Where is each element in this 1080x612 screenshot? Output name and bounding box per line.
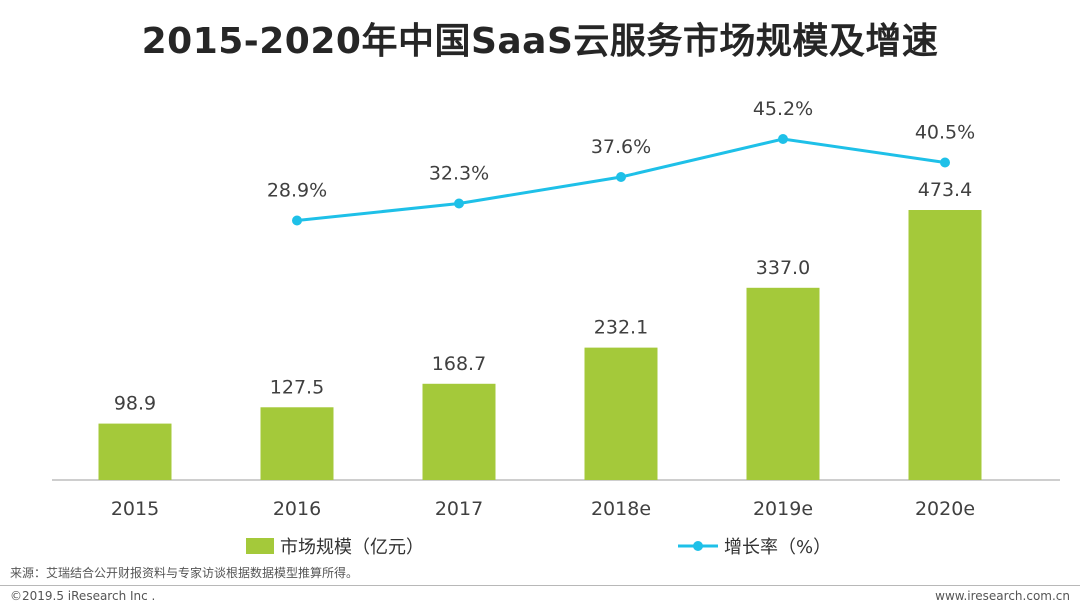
- legend-line-marker: [693, 541, 703, 551]
- bar-2018e: [584, 347, 658, 480]
- bar-label-2019e: 337.0: [756, 257, 810, 279]
- growth-label-2017: 32.3%: [429, 163, 489, 185]
- bar-label-2016: 127.5: [270, 376, 324, 398]
- source-note: 来源：艾瑞结合公开财报资料与专家访谈根据数据模型推算所得。: [10, 566, 359, 580]
- growth-point-2020e: [940, 157, 950, 168]
- bar-label-2020e: 473.4: [918, 179, 972, 201]
- website-url: www.iresearch.com.cn: [935, 589, 1070, 603]
- x-tick-2019e: 2019e: [753, 498, 813, 520]
- growth-label-2016: 28.9%: [267, 180, 327, 202]
- bar-label-2015: 98.9: [114, 393, 156, 415]
- x-tick-2017: 2017: [435, 498, 483, 520]
- legend-bar-label: 市场规模（亿元）: [280, 537, 424, 558]
- growth-point-2017: [454, 198, 464, 209]
- bar-2016: [260, 407, 334, 480]
- x-tick-2018e: 2018e: [591, 498, 651, 520]
- chart-title: 2015-2020年中国SaaS云服务市场规模及增速: [141, 21, 939, 62]
- bar-2020e: [908, 210, 982, 480]
- growth-label-2020e: 40.5%: [915, 122, 975, 144]
- growth-point-2016: [292, 215, 302, 226]
- copyright: ©2019.5 iResearch Inc .: [10, 589, 156, 603]
- bar-label-2017: 168.7: [432, 353, 486, 375]
- x-tick-2020e: 2020e: [915, 498, 975, 520]
- legend-line-label: 增长率（%）: [724, 537, 831, 558]
- growth-label-2018e: 37.6%: [591, 136, 651, 158]
- bar-2015: [98, 423, 172, 480]
- x-tick-2016: 2016: [273, 498, 321, 520]
- x-tick-2015: 2015: [111, 498, 159, 520]
- growth-label-2019e: 45.2%: [753, 98, 813, 120]
- growth-point-2019e: [778, 134, 788, 144]
- bar-label-2018e: 232.1: [594, 317, 648, 339]
- bar-2017: [422, 383, 496, 480]
- bar-2019e: [746, 287, 820, 480]
- footer-divider: [0, 585, 1080, 586]
- legend-bar-swatch: [246, 538, 274, 554]
- growth-point-2018e: [616, 172, 626, 182]
